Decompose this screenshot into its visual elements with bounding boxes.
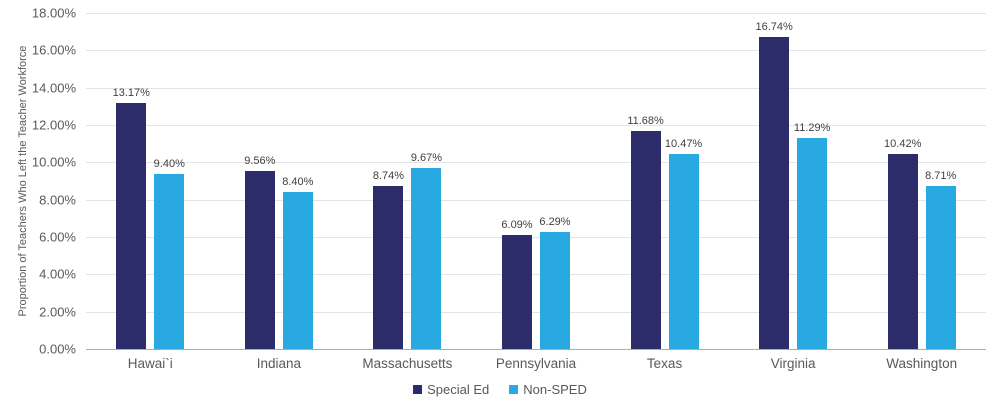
legend-item: Special Ed	[413, 382, 489, 397]
legend-swatch	[509, 385, 519, 394]
gridline	[86, 199, 986, 201]
bar-non-sped	[540, 231, 570, 349]
bar-value-label: 8.74%	[372, 169, 405, 182]
y-axis-tick-label: 2.00%	[39, 304, 76, 320]
y-axis-tick-label: 0.00%	[39, 341, 76, 357]
gridline	[86, 87, 986, 89]
bar-value-label: 10.47%	[664, 137, 703, 150]
x-axis-category-label: Massachusetts	[362, 356, 453, 371]
y-axis-tick-label: 6.00%	[39, 229, 76, 245]
bar-value-label: 9.56%	[244, 154, 276, 167]
bar-value-label: 13.17%	[112, 87, 150, 100]
gridline	[86, 13, 986, 14]
bar-special-ed	[887, 154, 918, 349]
gridline	[86, 274, 986, 276]
gridline	[86, 237, 986, 238]
bar-non-sped	[797, 138, 828, 349]
bar-value-label: 10.42%	[884, 138, 922, 151]
y-axis-tick-label: 14.00%	[31, 80, 76, 96]
x-axis-category-label: Hawai`i	[127, 356, 173, 371]
y-axis-tick-label: 18.00%	[31, 5, 76, 21]
y-axis-tick-label: 10.00%	[31, 154, 76, 170]
x-axis-category-label: Texas	[646, 356, 683, 371]
legend-item: Non-SPED	[509, 382, 587, 397]
bar-non-sped	[154, 173, 185, 349]
y-axis-tick-label: 16.00%	[31, 42, 76, 58]
bar-non-sped	[668, 153, 699, 349]
x-axis-category-label: Washington	[886, 356, 958, 371]
x-axis-category-label: Pennsylvania	[495, 356, 577, 371]
bar-non-sped	[925, 186, 956, 349]
bar-value-label: 11.68%	[627, 114, 664, 127]
x-axis-category-label: Virginia	[770, 356, 816, 371]
legend-label: Special Ed	[427, 382, 490, 397]
y-axis-tick-label: 4.00%	[39, 266, 76, 282]
gridline	[86, 311, 986, 313]
gridline	[86, 162, 986, 164]
gridline	[86, 125, 986, 126]
bar-special-ed	[244, 170, 275, 349]
y-axis-tick-label: 12.00%	[31, 117, 76, 133]
legend: Special Ed Non-SPED	[0, 382, 1000, 397]
bar-value-label: 8.40%	[282, 176, 314, 189]
bar-non-sped	[411, 168, 442, 349]
bar-value-label: 6.09%	[501, 219, 533, 232]
bar-special-ed	[630, 130, 661, 349]
x-axis-line	[86, 349, 986, 350]
legend-swatch	[413, 385, 423, 394]
bar-special-ed	[502, 235, 532, 349]
legend-label: Non-SPED	[523, 382, 587, 397]
x-axis-category-label: Indiana	[256, 356, 301, 371]
bar-special-ed	[116, 103, 147, 349]
y-axis-tick-label: 8.00%	[39, 192, 76, 208]
bar-value-label: 8.71%	[925, 170, 957, 183]
bar-non-sped	[282, 192, 313, 349]
bar-value-label: 9.40%	[153, 157, 185, 170]
bar-special-ed	[373, 185, 404, 349]
bar-special-ed	[759, 36, 790, 349]
bar-value-label: 16.74%	[755, 20, 793, 33]
bar-value-label: 9.67%	[410, 152, 443, 165]
bar-value-label: 6.29%	[539, 215, 571, 228]
bar-value-label: 11.29%	[793, 122, 831, 135]
gridline	[86, 50, 986, 52]
